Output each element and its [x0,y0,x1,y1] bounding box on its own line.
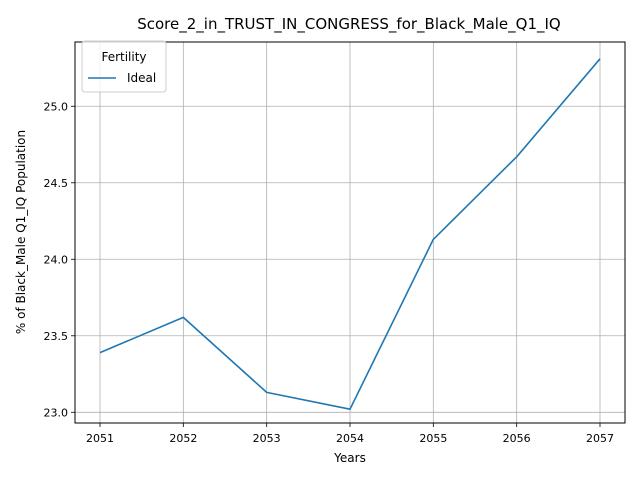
data-point [432,238,434,240]
x-axis-label: Years [333,451,366,465]
x-tick-label: 2053 [253,432,281,445]
data-point [516,156,518,158]
legend-title: Fertility [101,50,146,64]
legend-entry-ideal: Ideal [127,71,156,85]
x-tick-label: 2057 [586,432,614,445]
y-tick-label: 23.5 [44,330,69,343]
y-axis: 23.0 23.5 24.0 24.5 25.0 [44,100,75,419]
x-tick-label: 2052 [169,432,197,445]
x-tick-label: 2055 [419,432,447,445]
data-point [99,352,101,354]
y-tick-label: 24.0 [44,253,69,266]
legend: Fertility Ideal [81,40,167,93]
x-tick-label: 2056 [503,432,531,445]
data-point [182,316,184,318]
data-point [266,391,268,393]
data-point [349,408,351,410]
y-tick-label: 24.5 [44,177,69,190]
y-axis-label: % of Black_Male Q1_IQ Population [14,130,28,334]
legend-box [81,40,167,93]
series-line-ideal [99,58,601,411]
grid-lines [75,42,625,423]
data-point [599,58,601,60]
x-tick-label: 2054 [336,432,364,445]
y-tick-label: 25.0 [44,100,69,113]
chart-title: Score_2_in_TRUST_IN_CONGRESS_for_Black_M… [137,15,561,34]
x-axis: 2051 2052 2053 2054 2055 2056 2057 [86,423,614,445]
y-tick-label: 23.0 [44,406,69,419]
x-tick-label: 2051 [86,432,114,445]
series-lines [99,58,601,411]
